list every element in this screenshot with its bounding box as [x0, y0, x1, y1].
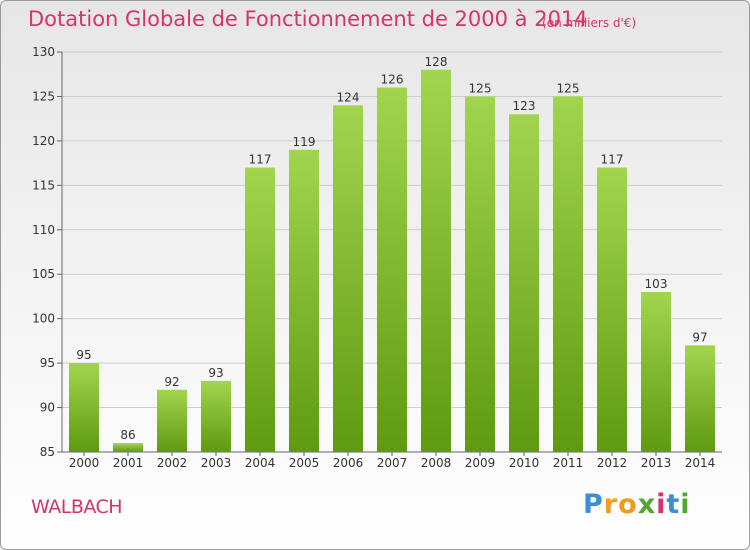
bar-value-label: 128: [425, 55, 448, 69]
bar-value-label: 119: [293, 135, 316, 149]
y-tick-label: 125: [32, 89, 55, 103]
bar-value-label: 126: [381, 73, 404, 87]
x-tick-label: 2010: [509, 456, 540, 470]
bar-value-label: 86: [120, 428, 135, 442]
bars: [69, 69, 715, 453]
proxiti-logo[interactable]: Proxiti: [583, 489, 691, 520]
x-tick-label: 2005: [289, 456, 320, 470]
chart-title: Dotation Globale de Fonctionnement de 20…: [28, 7, 588, 31]
x-tick-label: 2007: [377, 456, 408, 470]
x-tick-label: 2013: [641, 456, 672, 470]
bar-value-label: 93: [208, 366, 223, 380]
bar: [377, 87, 407, 453]
y-tick-label: 105: [32, 267, 55, 281]
y-tick-label: 110: [32, 223, 55, 237]
x-tick-label: 2011: [553, 456, 584, 470]
x-tick-label: 2012: [597, 456, 628, 470]
y-tick-label: 115: [32, 178, 55, 192]
bar: [421, 69, 451, 453]
bar-value-label: 123: [513, 99, 536, 113]
x-tick-label: 2004: [245, 456, 276, 470]
bar: [333, 105, 363, 452]
bar: [553, 96, 583, 452]
x-tick-label: 2006: [333, 456, 364, 470]
bar-value-label: 125: [557, 81, 580, 95]
bar-value-label: 117: [249, 153, 272, 167]
y-tick-label: 100: [32, 312, 55, 326]
x-tick-label: 2000: [69, 456, 100, 470]
x-tick-label: 2014: [685, 456, 716, 470]
x-tick-label: 2003: [201, 456, 232, 470]
y-tick-label: 95: [40, 356, 55, 370]
y-tick-label: 120: [32, 134, 55, 148]
y-tick-label: 90: [40, 401, 55, 415]
bar-value-label: 95: [76, 348, 91, 362]
x-tick-label: 2002: [157, 456, 188, 470]
bar: [245, 167, 275, 453]
bar-value-label: 117: [601, 153, 624, 167]
bar-value-label: 125: [469, 81, 492, 95]
bar-value-label: 124: [337, 90, 360, 104]
bar: [685, 345, 715, 452]
labels: 85 90 95 100 105 110 115 120 125 130 95 2000 86 2001 9…: [32, 45, 715, 470]
bar-value-label: 92: [164, 375, 179, 389]
x-tick-label: 2008: [421, 456, 452, 470]
logo-letter: t: [666, 489, 681, 520]
x-tick-label: 2001: [113, 456, 144, 470]
bar: [289, 149, 319, 452]
logo-letter: r: [603, 489, 619, 520]
city-name: WALBACH: [31, 496, 123, 518]
bar: [641, 292, 671, 452]
logo-letter: P: [583, 489, 604, 520]
bar: [157, 389, 187, 452]
x-tick-label: 2009: [465, 456, 496, 470]
logo-letter: x: [637, 489, 657, 520]
logo-letter: o: [618, 489, 638, 520]
bar: [69, 363, 99, 452]
chart-unit-subtitle: (en milliers d'€): [542, 16, 637, 30]
y-tick-label: 85: [40, 445, 55, 459]
bar: [509, 114, 539, 452]
logo-letter: i: [680, 489, 691, 520]
logo-letter: i: [656, 489, 667, 520]
y-tick-label: 130: [32, 45, 55, 59]
bar-value-label: 97: [692, 330, 707, 344]
bar: [465, 96, 495, 452]
bar: [597, 167, 627, 453]
bar: [201, 380, 231, 452]
bar: [113, 443, 143, 452]
bar-value-label: 103: [645, 277, 668, 291]
